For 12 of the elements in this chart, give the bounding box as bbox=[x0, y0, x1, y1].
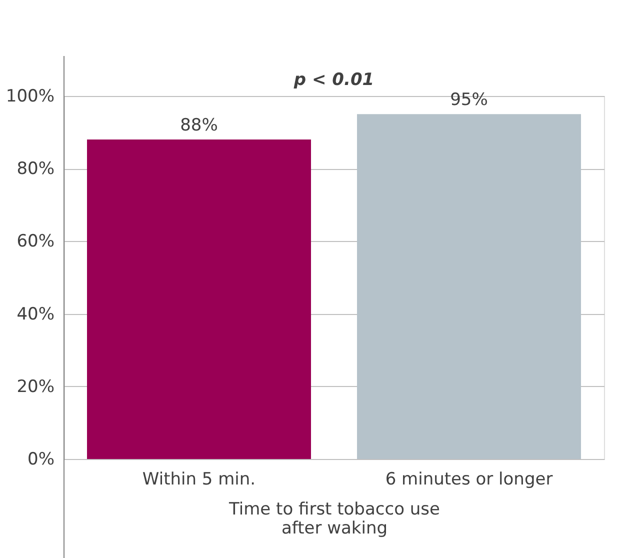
y-tick-label: 40% bbox=[16, 304, 54, 324]
data-label: 88% bbox=[180, 116, 218, 136]
x-tick-label: Within 5 min. bbox=[142, 470, 256, 490]
x-tick-label: 6 minutes or longer bbox=[385, 470, 553, 490]
x-axis-title: Time to first tobacco use after waking bbox=[228, 500, 440, 538]
text: p < 0.01 bbox=[292, 70, 374, 90]
y-tick-label: 20% bbox=[16, 376, 54, 397]
y-tick-label: 80% bbox=[16, 159, 54, 180]
y-tick-label: 0% bbox=[28, 450, 54, 470]
y-tick-label: 60% bbox=[16, 232, 54, 252]
data-label: 95% bbox=[450, 90, 488, 110]
y-tick-label: 100% bbox=[6, 86, 54, 106]
